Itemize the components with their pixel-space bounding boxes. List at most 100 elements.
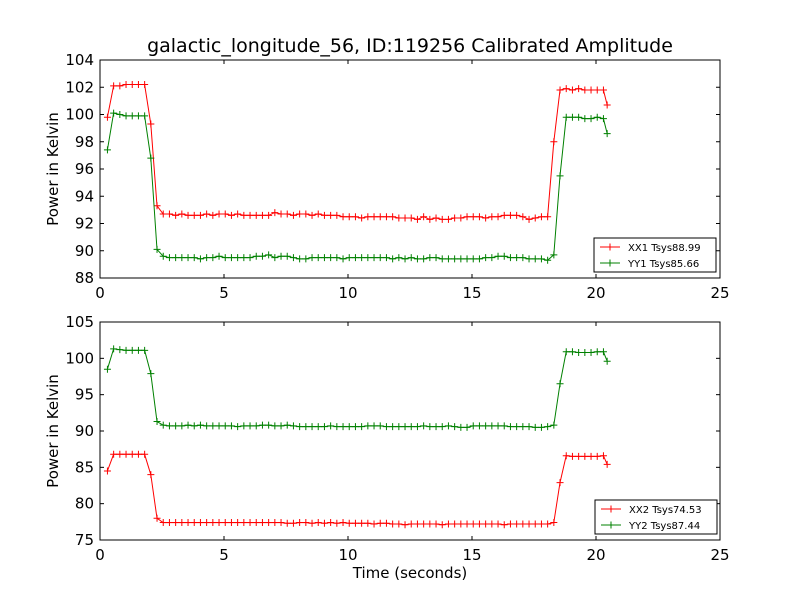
data-point	[494, 422, 502, 430]
bottom-panel: 0 5 10 15 20 25 75 80 85 90 95 100 105 Power in Kelvi…	[44, 313, 730, 564]
x-tick-label: 5	[219, 284, 229, 302]
data-point	[172, 211, 180, 219]
y-tick-label: 94	[75, 187, 94, 205]
data-point	[494, 213, 502, 221]
data-point	[556, 172, 564, 180]
data-point	[227, 254, 235, 262]
data-point	[283, 252, 291, 260]
data-point	[252, 519, 260, 527]
y-tick-label: 104	[65, 51, 94, 69]
data-point	[587, 349, 595, 357]
data-point	[575, 349, 583, 357]
y-tick-label: 90	[75, 422, 94, 440]
data-point	[172, 519, 180, 527]
data-point	[593, 452, 601, 460]
data-point	[457, 423, 465, 431]
data-point	[420, 213, 428, 221]
data-point	[469, 422, 477, 430]
data-point	[190, 422, 198, 430]
y-tick-label: 95	[75, 386, 94, 404]
y-tick-label: 98	[75, 133, 94, 151]
data-point	[593, 86, 601, 94]
data-point	[345, 254, 353, 262]
data-point	[370, 213, 378, 221]
data-point	[599, 115, 607, 123]
data-point	[147, 471, 155, 479]
data-point	[178, 210, 186, 218]
data-point	[184, 254, 192, 262]
data-point	[265, 211, 273, 219]
data-point	[308, 254, 316, 262]
x-tick-label: 25	[710, 284, 729, 302]
data-point	[603, 130, 611, 138]
data-point	[339, 519, 347, 527]
data-point	[134, 81, 142, 89]
data-point	[351, 423, 359, 431]
data-point	[506, 520, 514, 528]
data-point	[364, 422, 372, 430]
data-point	[277, 519, 285, 527]
legend-entry-label: YY1 Tsys85.66	[627, 259, 699, 270]
data-point	[451, 214, 459, 222]
data-point	[203, 422, 211, 430]
data-point	[147, 154, 155, 162]
y-tick-label: 90	[75, 242, 94, 260]
data-point	[296, 519, 304, 527]
data-point	[345, 519, 353, 527]
data-point	[537, 423, 545, 431]
y-tick-label: 96	[75, 160, 94, 178]
data-point	[444, 422, 452, 430]
data-point	[209, 519, 217, 527]
data-point	[603, 460, 611, 468]
data-point	[599, 86, 607, 94]
legend-swatch-marker	[606, 243, 614, 251]
data-point	[314, 210, 322, 218]
data-point	[134, 450, 142, 458]
data-point	[562, 113, 570, 121]
y-tick-label: 102	[65, 78, 94, 96]
data-point	[550, 251, 558, 259]
data-point	[159, 421, 167, 429]
data-point	[141, 346, 149, 354]
x-tick-label: 15	[462, 284, 481, 302]
data-point	[426, 215, 434, 223]
legend-entry-label: XX2 Tsys74.53	[629, 505, 702, 516]
y-tick-label: 100	[65, 349, 94, 367]
data-point	[190, 254, 198, 262]
data-point	[382, 423, 390, 431]
top-panel: 0 5 10 15 20 25 88 90 92 94 96 98 100 102 104 Power in …	[44, 51, 730, 302]
data-point	[172, 254, 180, 262]
data-point	[426, 423, 434, 431]
data-point	[221, 254, 229, 262]
data-point	[296, 255, 304, 263]
data-point	[333, 211, 341, 219]
data-point	[258, 421, 266, 429]
data-point	[562, 348, 570, 356]
data-point	[234, 423, 242, 431]
data-point	[370, 520, 378, 528]
data-point	[401, 214, 409, 222]
data-point	[258, 519, 266, 527]
data-point	[401, 255, 409, 263]
data-point	[165, 254, 173, 262]
data-point	[488, 254, 496, 262]
data-point	[544, 256, 552, 264]
data-point	[575, 85, 583, 93]
x-tick-label: 20	[586, 284, 605, 302]
data-point	[482, 254, 490, 262]
data-point	[351, 254, 359, 262]
data-point	[382, 519, 390, 527]
data-point	[283, 421, 291, 429]
data-point	[240, 254, 248, 262]
data-point	[500, 422, 508, 430]
data-point	[246, 211, 254, 219]
legend-swatch-marker	[607, 505, 615, 513]
data-point	[165, 210, 173, 218]
data-point	[227, 519, 235, 527]
data-point	[389, 423, 397, 431]
data-point	[184, 519, 192, 527]
legend-box	[593, 237, 717, 273]
data-point	[451, 255, 459, 263]
y-axis-label: Power in Kelvin	[44, 112, 62, 226]
data-point	[296, 423, 304, 431]
